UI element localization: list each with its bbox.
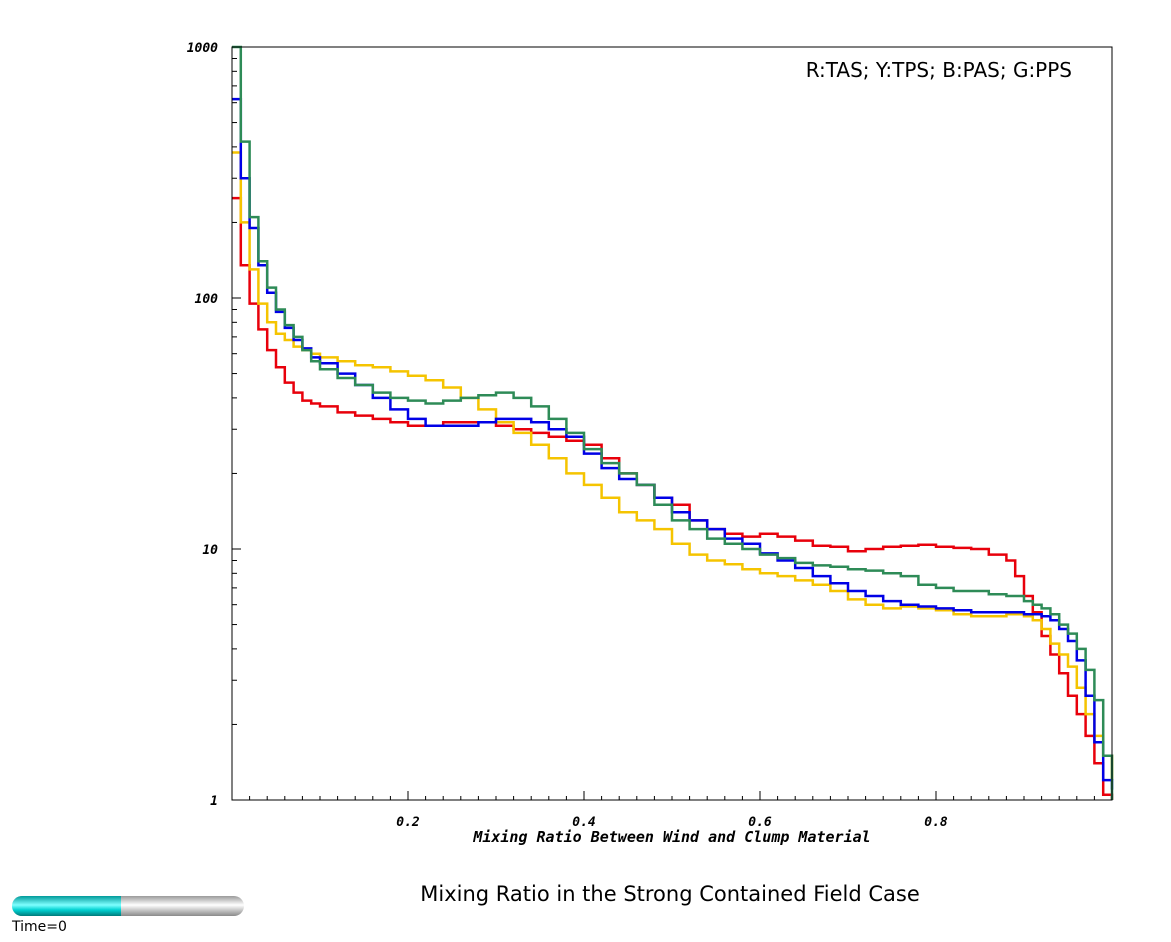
x-axis-title: Mixing Ratio Between Wind and Clump Mate… [472,828,870,846]
y-tick-label: 1 [210,794,218,809]
x-tick-label: 0.2 [396,815,420,830]
chart-title: Mixing Ratio in the Strong Contained Fie… [420,882,920,906]
series-line-1 [232,151,1114,781]
x-tick-label: 0.4 [572,815,596,830]
y-tick-label: 1000 [187,41,218,56]
time-slider[interactable] [12,896,244,916]
x-tick-label: 0.6 [748,815,772,830]
plot-lines [232,45,1114,800]
x-tick-label: 0.8 [924,815,948,830]
time-label: Time=0 [12,919,67,935]
chart: 0.2 0.4 0.6 0.8 1 10 100 1000 R:TAS; Y:TPS; B:P… [187,41,1114,846]
legend-text: R:TAS; Y:TPS; B:PAS; G:PPS [806,58,1072,82]
series-line-2 [232,97,1114,790]
y-tick-label: 10 [202,543,218,558]
series-line-3 [232,45,1114,800]
axes: 0.2 0.4 0.6 0.8 1 10 100 1000 [187,41,1095,830]
plot-frame [231,46,1113,801]
time-slider-fill [12,896,122,916]
y-tick-label: 100 [195,292,219,307]
